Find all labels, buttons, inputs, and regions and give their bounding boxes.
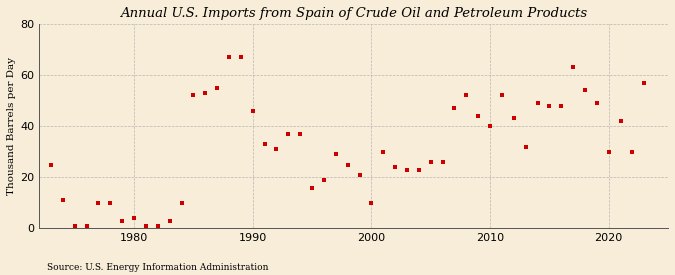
Point — [508, 116, 519, 121]
Point — [153, 224, 163, 228]
Point — [223, 55, 234, 59]
Point — [414, 167, 425, 172]
Point — [615, 119, 626, 123]
Point — [354, 172, 365, 177]
Point — [212, 86, 223, 90]
Point — [283, 132, 294, 136]
Point — [295, 132, 306, 136]
Point — [389, 165, 400, 169]
Point — [520, 144, 531, 149]
Point — [485, 124, 495, 128]
Point — [556, 103, 566, 108]
Point — [236, 55, 246, 59]
Point — [46, 162, 57, 167]
Point — [366, 201, 377, 205]
Point — [271, 147, 282, 151]
Point — [402, 167, 412, 172]
Point — [603, 150, 614, 154]
Point — [580, 88, 591, 93]
Point — [176, 201, 187, 205]
Point — [188, 93, 198, 98]
Point — [544, 103, 555, 108]
Point — [378, 150, 389, 154]
Point — [591, 101, 602, 105]
Point — [639, 81, 650, 85]
Point — [70, 224, 80, 228]
Point — [81, 224, 92, 228]
Point — [306, 185, 317, 190]
Point — [93, 201, 104, 205]
Point — [437, 160, 448, 164]
Point — [532, 101, 543, 105]
Point — [129, 216, 140, 221]
Y-axis label: Thousand Barrels per Day: Thousand Barrels per Day — [7, 57, 16, 195]
Point — [200, 91, 211, 95]
Point — [461, 93, 472, 98]
Title: Annual U.S. Imports from Spain of Crude Oil and Petroleum Products: Annual U.S. Imports from Spain of Crude … — [120, 7, 587, 20]
Point — [472, 114, 483, 118]
Text: Source: U.S. Energy Information Administration: Source: U.S. Energy Information Administ… — [47, 263, 269, 272]
Point — [449, 106, 460, 111]
Point — [319, 178, 329, 182]
Point — [259, 142, 270, 146]
Point — [140, 224, 151, 228]
Point — [425, 160, 436, 164]
Point — [497, 93, 508, 98]
Point — [164, 219, 175, 223]
Point — [330, 152, 341, 156]
Point — [568, 65, 578, 70]
Point — [247, 109, 258, 113]
Point — [627, 150, 638, 154]
Point — [57, 198, 68, 202]
Point — [342, 162, 353, 167]
Point — [105, 201, 115, 205]
Point — [117, 219, 128, 223]
